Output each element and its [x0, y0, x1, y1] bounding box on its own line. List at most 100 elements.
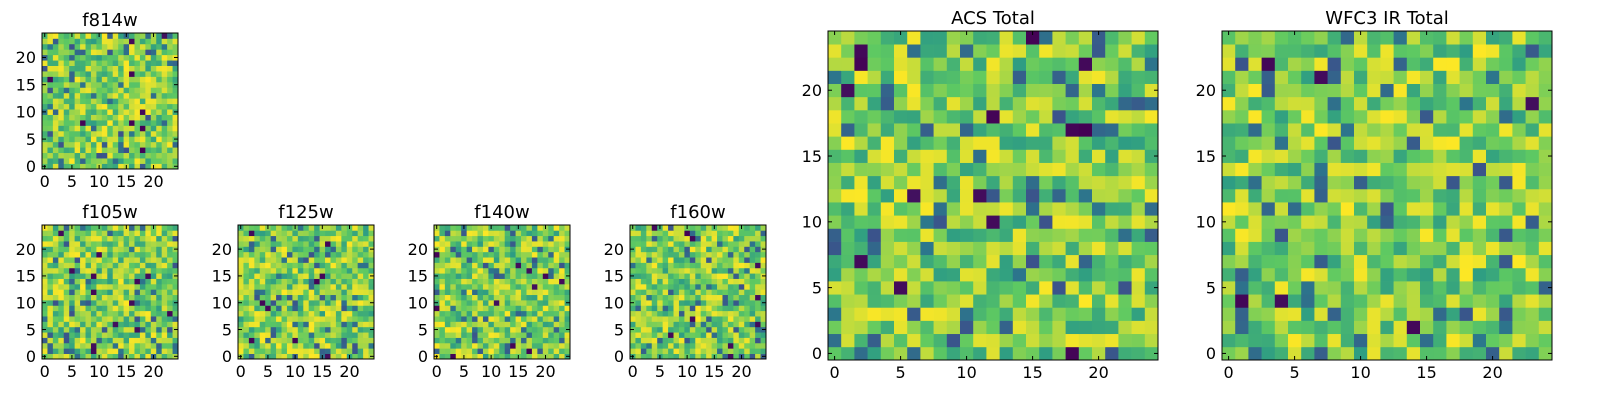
heatmap-cell [286, 251, 293, 258]
heatmap-cell [1131, 70, 1146, 84]
heatmap-cell [42, 125, 48, 132]
heatmap-cell [63, 321, 70, 328]
heatmap-cell [488, 267, 495, 274]
heatmap-cell [1327, 70, 1342, 84]
heatmap-cell [1288, 83, 1302, 98]
heatmap-cell [668, 300, 674, 306]
heatmap-cell [118, 92, 124, 99]
heatmap-cell [706, 278, 712, 285]
heatmap-cell [662, 278, 669, 285]
heatmap-cell [150, 316, 157, 322]
heatmap-cell [1301, 31, 1315, 45]
heatmap-cell [1433, 202, 1447, 216]
heatmap-cell [504, 262, 511, 269]
heatmap-cell [466, 332, 473, 338]
heatmap-cell [760, 321, 767, 328]
heatmap-cell [657, 348, 663, 354]
heatmap-cell [755, 278, 761, 285]
heatmap-cell [1340, 294, 1355, 308]
heatmap-cell [444, 235, 451, 242]
heatmap-cell [1446, 267, 1460, 282]
heatmap-cell [559, 300, 565, 306]
heatmap-cell [243, 273, 250, 279]
heatmap-cell [689, 257, 696, 263]
heatmap-cell [1092, 215, 1106, 229]
heatmap-cell [1288, 320, 1302, 335]
heatmap-cell [1131, 294, 1146, 308]
heatmap-cell [47, 251, 54, 258]
heatmap-cell [444, 305, 451, 312]
heatmap-cell [867, 70, 882, 84]
heatmap-cell [700, 289, 707, 296]
heatmap-cell [101, 348, 108, 354]
heatmap-cell [335, 262, 342, 269]
heatmap-cell [134, 120, 141, 126]
heatmap-cell [1512, 57, 1526, 71]
heatmap-cell [521, 342, 527, 349]
heatmap-cell [80, 65, 86, 72]
heatmap-cell [482, 342, 489, 349]
heatmap-cell [58, 152, 65, 159]
x-tick-label: 5 [67, 172, 77, 191]
heatmap-cell [129, 321, 135, 328]
heatmap-cell [118, 38, 124, 45]
heatmap-cell [107, 76, 114, 83]
heatmap-cell [640, 235, 647, 242]
heatmap-cell [542, 348, 549, 354]
heatmap-cell [1248, 202, 1262, 216]
heatmap-cell [515, 251, 522, 258]
heatmap-cell [1525, 83, 1540, 98]
heatmap-cell [854, 267, 868, 282]
heatmap-cell [96, 54, 103, 61]
heatmap-cell [1012, 241, 1027, 256]
heatmap-cell [450, 337, 457, 344]
heatmap-cell [1459, 215, 1474, 229]
heatmap-cell [265, 310, 271, 317]
heatmap-cell [150, 71, 157, 77]
heatmap-cell [537, 267, 544, 274]
heatmap-cell [1026, 294, 1040, 308]
heatmap-cell [1512, 162, 1526, 177]
heatmap-cell [129, 76, 135, 83]
heatmap-cell [357, 337, 364, 344]
heatmap-cell [933, 31, 948, 45]
heatmap-cell [689, 235, 696, 242]
heatmap-cell [684, 235, 691, 242]
heatmap-cell [63, 49, 70, 56]
heatmap-cell [118, 141, 124, 148]
heatmap-cell [1012, 267, 1027, 282]
heatmap-cell [69, 125, 75, 132]
heatmap-cell [1340, 57, 1355, 71]
heatmap-cell [640, 267, 647, 274]
heatmap-cell [292, 337, 299, 344]
heatmap-cell [80, 38, 86, 45]
heatmap-cell [986, 57, 1000, 71]
heatmap-cell [167, 316, 173, 322]
heatmap-cell [1144, 188, 1159, 203]
heatmap-cell [129, 43, 135, 50]
heatmap-cell [841, 136, 855, 150]
heatmap-cell [352, 337, 359, 344]
heatmap-cell [635, 316, 642, 322]
y-tick-label: 0 [812, 344, 822, 363]
heatmap-cell [444, 278, 451, 285]
heatmap-cell [717, 310, 723, 317]
heatmap-cell [167, 152, 173, 159]
heatmap-cell [129, 65, 135, 72]
heatmap-cell [123, 49, 130, 56]
heatmap-cell [711, 289, 718, 296]
heatmap-cell [123, 130, 130, 137]
heatmap-cell [1144, 228, 1159, 242]
heatmap-cell [907, 320, 921, 335]
heatmap-cell [1433, 57, 1447, 71]
x-tick-label: 5 [459, 362, 469, 381]
heatmap-cell [733, 262, 740, 269]
heatmap-cell [243, 235, 250, 242]
heatmap-cell [564, 241, 571, 247]
heatmap-cells [828, 31, 1159, 361]
heatmap-cell [112, 65, 119, 72]
heatmap-cell [1420, 44, 1434, 58]
heatmap-cell [118, 300, 124, 306]
heatmap-cell [920, 307, 934, 321]
